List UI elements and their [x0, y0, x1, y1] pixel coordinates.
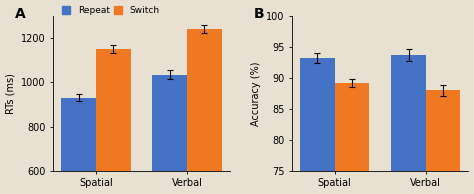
- Text: A: A: [15, 7, 25, 21]
- Bar: [426, 90, 460, 194]
- Bar: [335, 83, 369, 194]
- Text: B: B: [253, 7, 264, 21]
- Y-axis label: Accuracy (%): Accuracy (%): [251, 61, 261, 126]
- Legend: Repeat, Switch: Repeat, Switch: [62, 5, 161, 16]
- Bar: [62, 98, 96, 194]
- Bar: [300, 58, 335, 194]
- Y-axis label: RTs (ms): RTs (ms): [6, 73, 16, 114]
- Bar: [391, 55, 426, 194]
- Bar: [187, 29, 222, 194]
- Bar: [153, 74, 187, 194]
- Bar: [96, 49, 131, 194]
